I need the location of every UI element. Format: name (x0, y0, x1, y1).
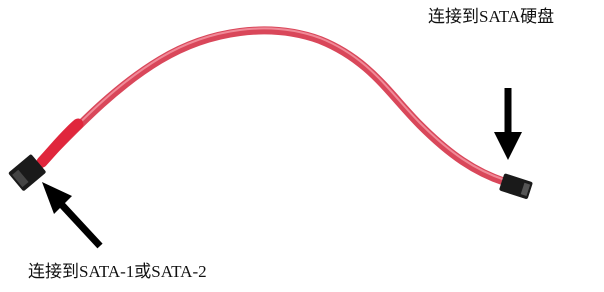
right-connector (499, 173, 533, 199)
cable (40, 30, 505, 182)
cable-diagram: 连接到SATA硬盘 连接到SATA-1或SATA-2 (0, 0, 604, 292)
arrow-up-left (42, 182, 100, 246)
cable-highlight (40, 28, 505, 180)
label-hard-drive: 连接到SATA硬盘 (428, 7, 554, 26)
arrow-down (494, 88, 522, 160)
cable-sleeve (42, 124, 78, 162)
label-motherboard: 连接到SATA-1或SATA-2 (28, 262, 207, 281)
